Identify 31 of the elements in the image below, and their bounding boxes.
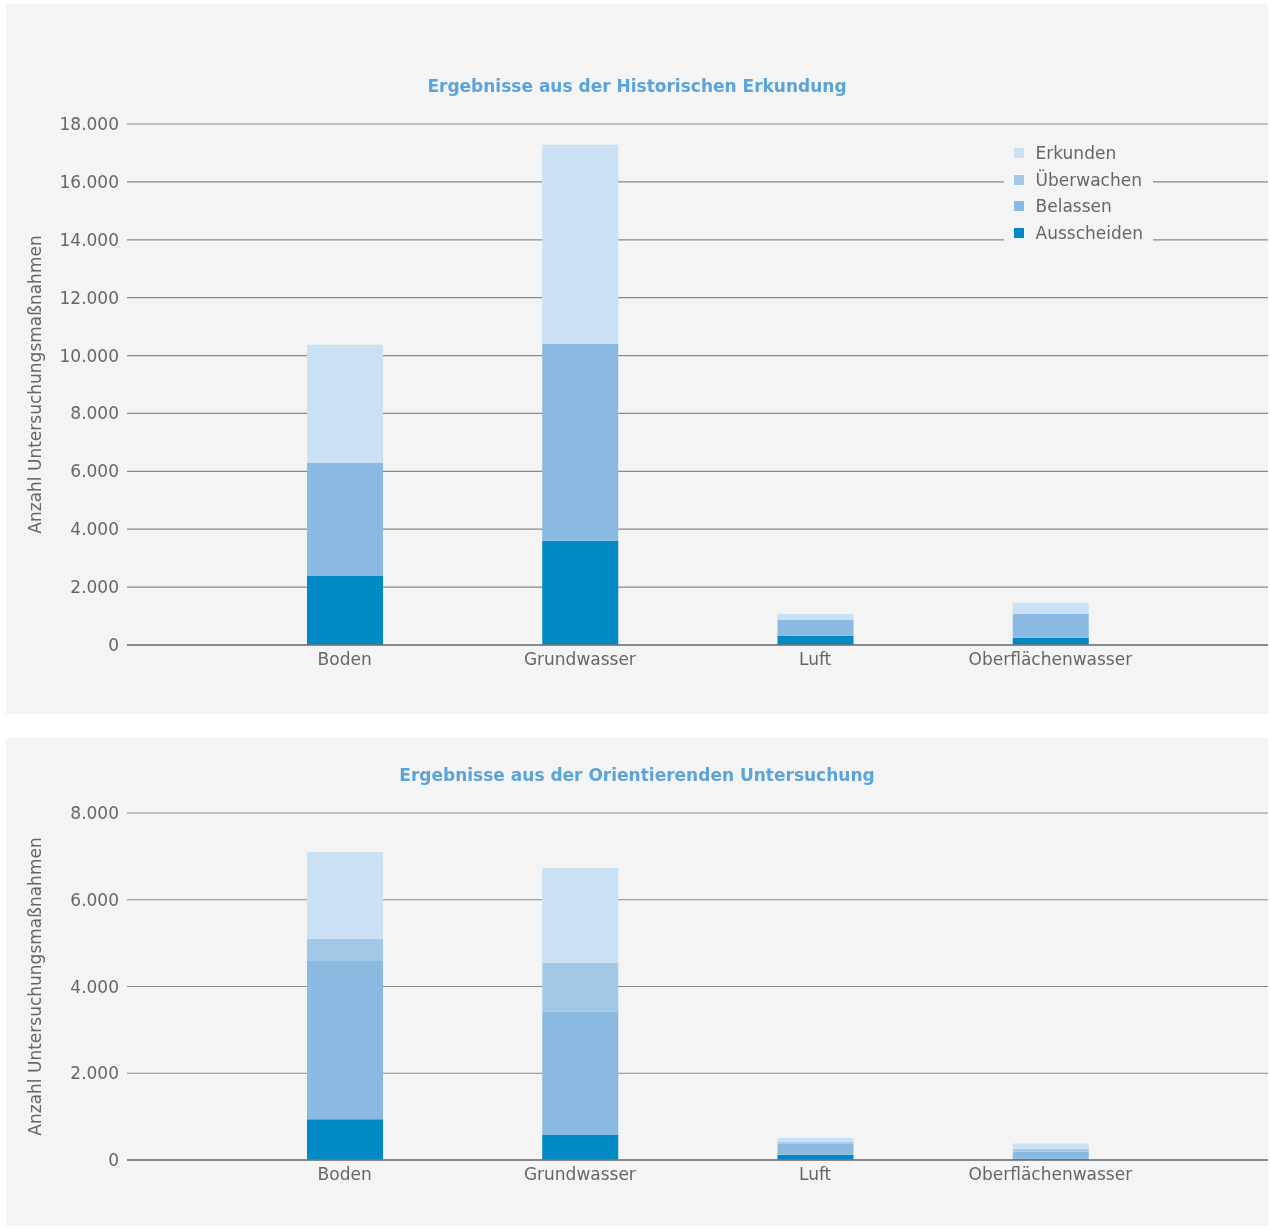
y-tick-label: 6.000: [70, 461, 119, 482]
legend-label: Ausscheiden: [1035, 222, 1143, 243]
x-tick-label: Oberflächenwasser: [968, 649, 1133, 670]
y-tick-label: 2.000: [70, 1063, 119, 1084]
legend-label: Überwachen: [1035, 169, 1142, 190]
x-tick-label: Luft: [798, 649, 832, 670]
chart-title: Ergebnisse aus der Historischen Erkundung: [426, 76, 848, 96]
y-tick-label: 8.000: [70, 403, 119, 424]
x-tick-label: Grundwasser: [523, 1164, 636, 1185]
y-tick-label: 8.000: [70, 803, 119, 824]
legend-label: Erkunden: [1035, 143, 1117, 164]
y-tick-label: 0: [108, 635, 119, 656]
y-tick-label: 16.000: [59, 171, 119, 192]
y-tick-label: 18.000: [59, 114, 119, 135]
x-tick-label: Boden: [317, 649, 372, 670]
y-tick-label: 4.000: [70, 976, 119, 997]
y-axis-title: Anzahl Untersuchungsmaßnahmen: [25, 837, 46, 1136]
chart-title: Ergebnisse aus der Orientierenden Untersuchung: [398, 765, 876, 785]
legend-label: Belassen: [1035, 196, 1112, 217]
y-tick-label: 10.000: [59, 345, 119, 366]
x-tick-label: Boden: [317, 1164, 372, 1185]
y-axis-title: Anzahl Untersuchungsmaßnahmen: [25, 235, 46, 534]
x-tick-label: Luft: [798, 1164, 832, 1185]
y-tick-label: 0: [108, 1150, 119, 1171]
y-tick-label: 12.000: [59, 287, 119, 308]
x-tick-label: Grundwasser: [523, 649, 636, 670]
y-tick-label: 6.000: [70, 889, 119, 910]
y-tick-label: 4.000: [70, 519, 119, 540]
x-tick-label: Oberflächenwasser: [968, 1164, 1133, 1185]
y-tick-label: 14.000: [59, 229, 119, 250]
y-tick-label: 2.000: [70, 577, 119, 598]
